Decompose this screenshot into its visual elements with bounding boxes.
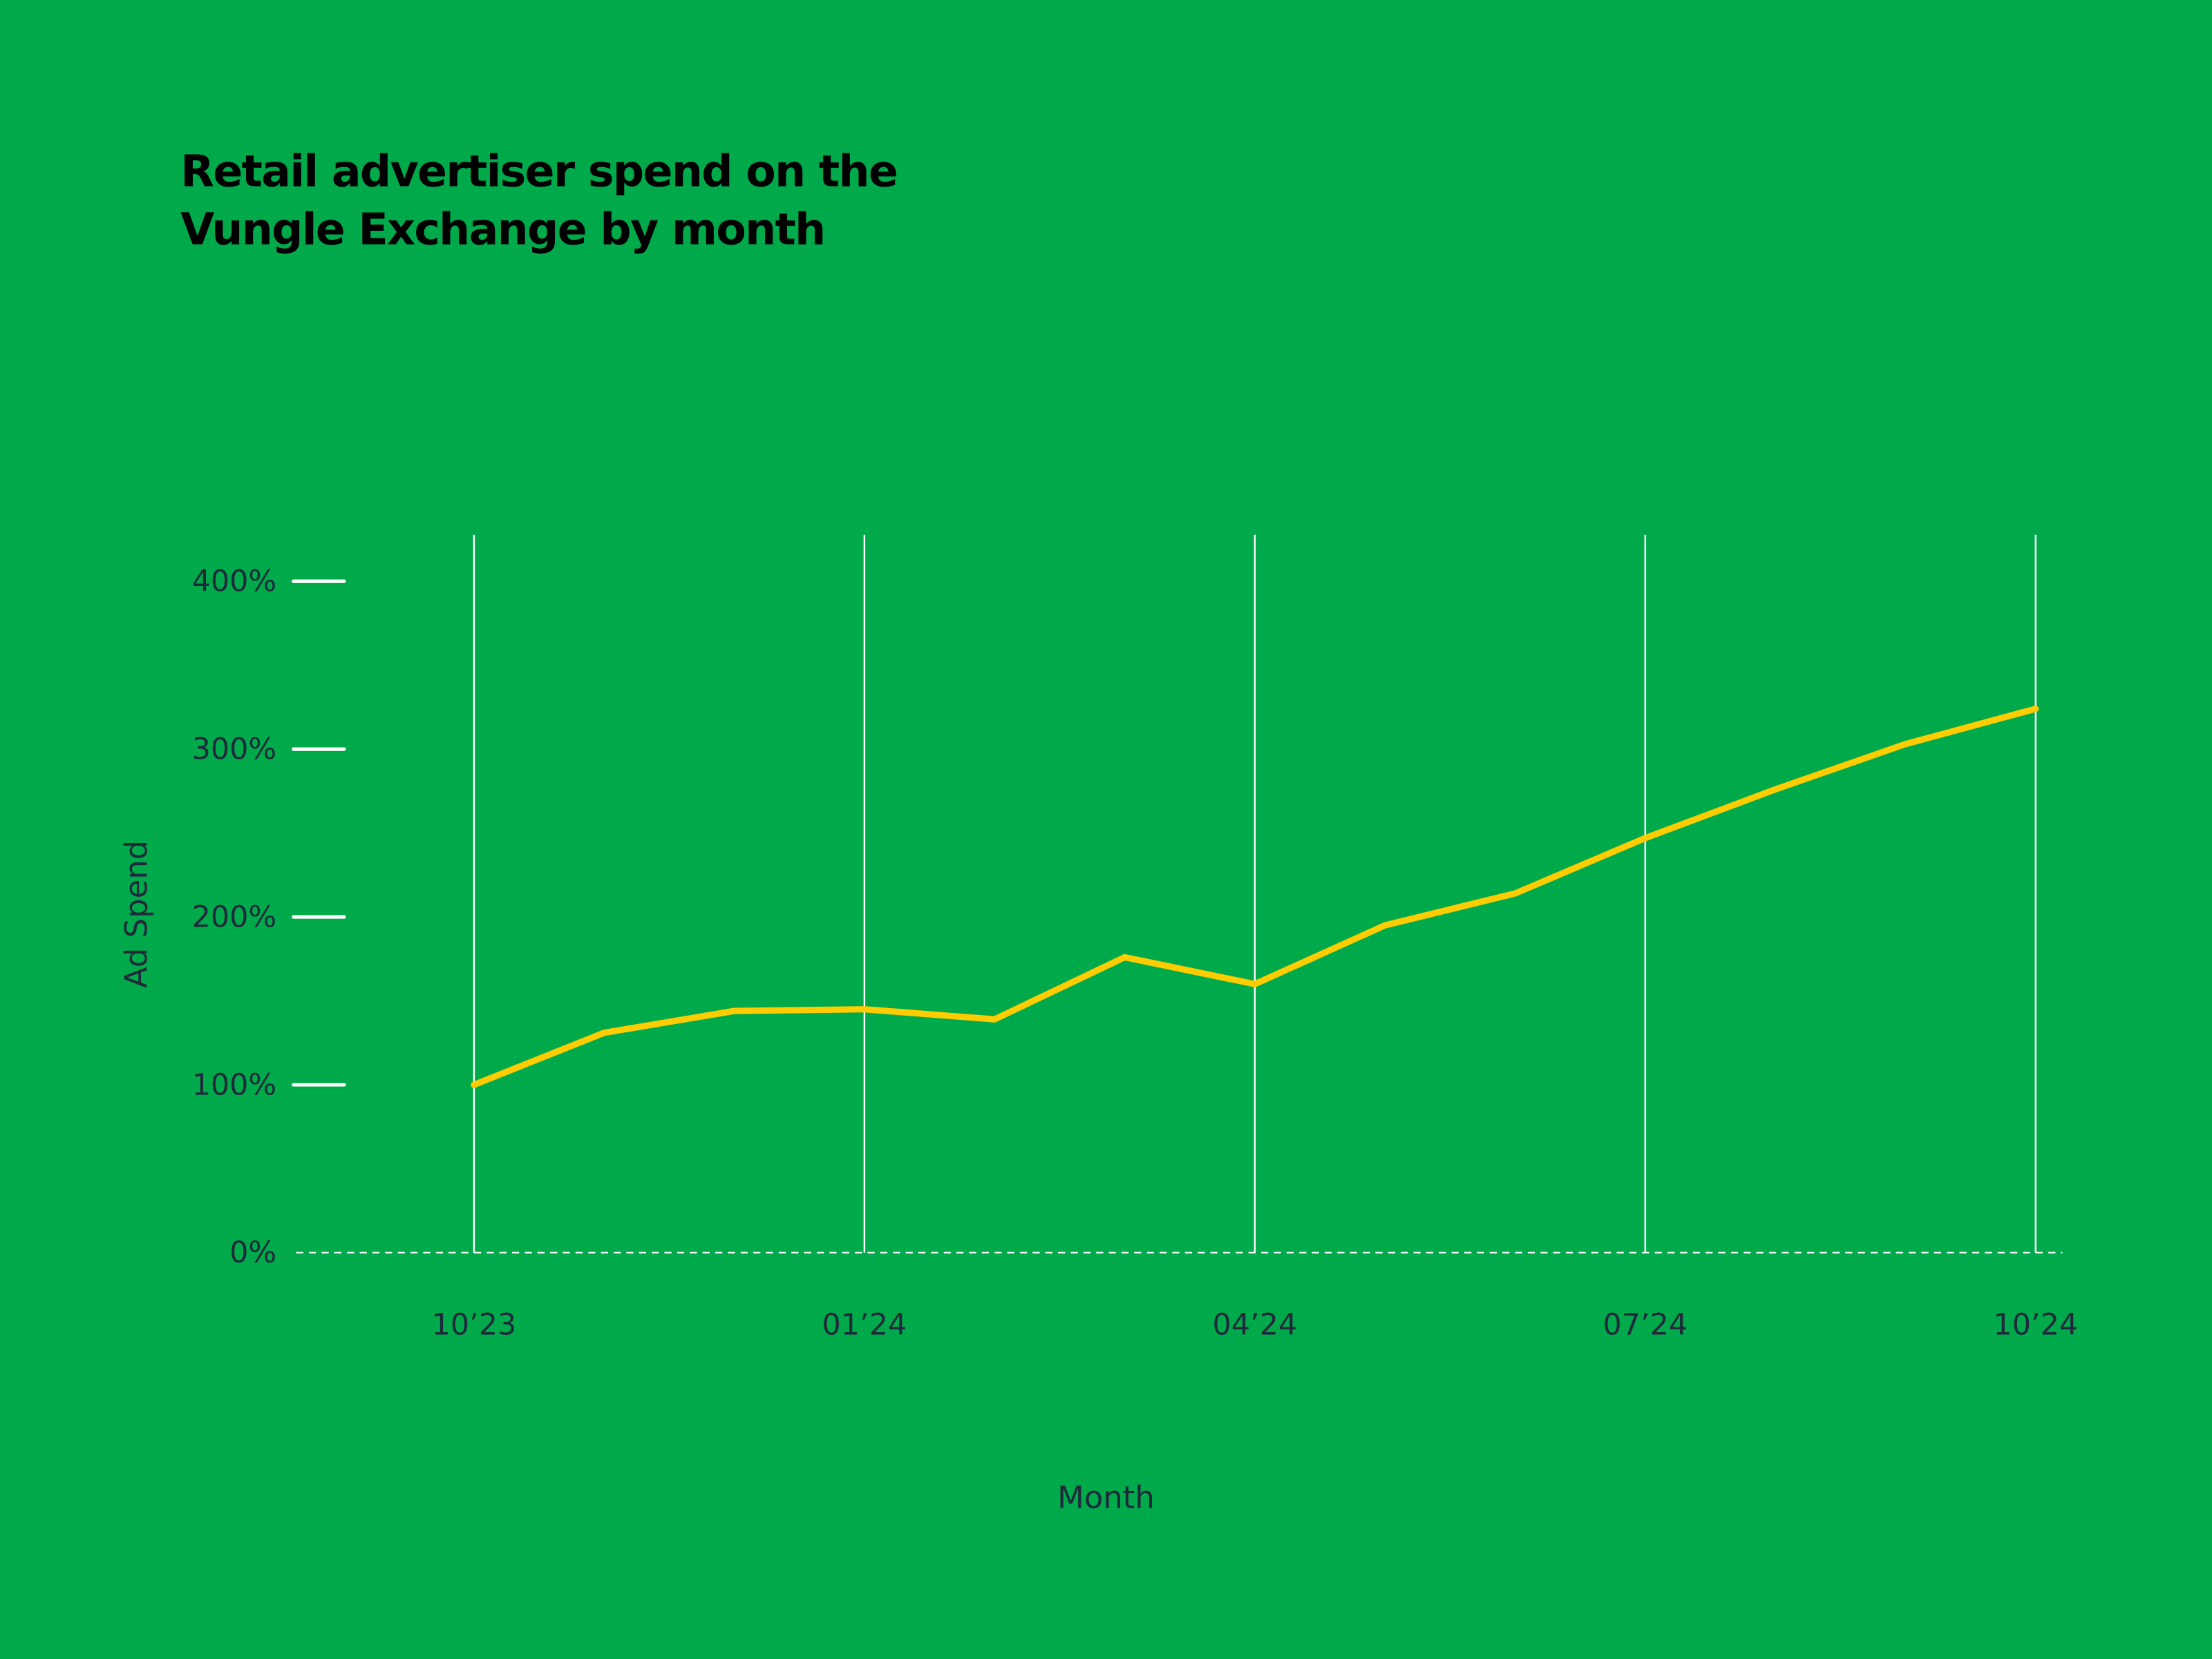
y-tick-label: 0% <box>229 1235 276 1270</box>
x-tick-label: 10’23 <box>432 1307 517 1342</box>
series-ad-spend <box>471 705 2039 1088</box>
x-tick-label: 04’24 <box>1213 1307 1298 1342</box>
y-tick-label: 400% <box>192 564 277 598</box>
y-axis: 0% 100% 200% 300% 400% <box>192 564 346 1270</box>
x-axis: 10’23 01’24 04’24 07’24 10’24 <box>432 1307 2079 1342</box>
y-tick-label: 300% <box>192 732 277 766</box>
y-tick-label: 200% <box>192 900 277 934</box>
chart-title-line-1: Retail advertiser spend on the <box>180 146 897 197</box>
chart-title-line-2: Vungle Exchange by month <box>180 203 824 254</box>
x-axis-label: Month <box>1057 1479 1155 1515</box>
x-tick-label: 10’24 <box>1993 1307 2078 1342</box>
gridlines <box>296 534 2063 1254</box>
x-tick-label: 07’24 <box>1603 1307 1688 1342</box>
x-tick-label: 01’24 <box>822 1307 907 1342</box>
y-tick-label: 100% <box>192 1068 277 1102</box>
y-axis-label: Ad Spend <box>117 840 154 988</box>
